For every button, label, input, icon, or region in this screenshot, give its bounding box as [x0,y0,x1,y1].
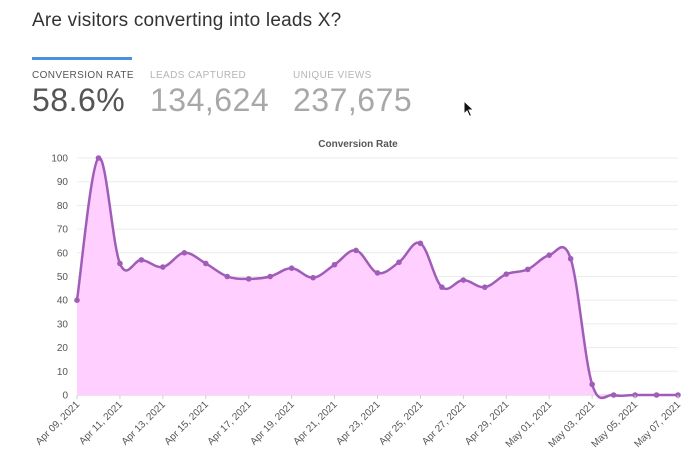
data-point[interactable] [267,273,273,280]
x-tick-label: Apr 19, 2021 [248,399,297,448]
y-tick-label: 10 [57,367,69,378]
y-tick-label: 50 [57,272,69,283]
data-point[interactable] [160,264,166,270]
metric-label: UNIQUE VIEWS [293,70,372,81]
x-tick-label: Apr 15, 2021 [163,399,212,448]
data-point[interactable] [524,266,531,273]
data-point[interactable] [202,260,209,267]
metric-leads-captured[interactable]: LEADS CAPTURED 134,624 [150,70,269,119]
mouse-pointer-icon [463,100,475,118]
x-tick-label: Apr 09, 2021 [34,399,83,448]
y-axis: 0 10 20 30 40 50 60 70 80 90 100 [51,154,68,402]
y-tick-label: 0 [62,391,68,402]
data-point[interactable] [546,252,553,258]
x-tick-label: Apr 23, 2021 [334,399,383,448]
x-tick-label: May 07, 2021 [632,399,683,450]
y-tick-label: 70 [57,225,69,236]
metric-value: 134,624 [150,82,270,118]
data-point[interactable] [353,247,359,254]
series-area [75,156,678,400]
page-title: Are visitors converting into leads X? [32,10,342,31]
metric-label: CONVERSION RATE [32,70,134,81]
chart-title: Conversion Rate [318,139,398,150]
data-point[interactable] [224,273,231,280]
x-tick-label: Apr 13, 2021 [120,399,169,448]
x-tick-label: Apr 11, 2021 [77,399,125,447]
data-point[interactable] [653,392,660,398]
data-point[interactable] [460,277,467,283]
y-tick-label: 100 [51,154,68,165]
data-point[interactable] [503,271,510,277]
data-point[interactable] [288,265,295,272]
y-tick-label: 80 [57,201,69,212]
data-point[interactable] [417,240,424,247]
data-point[interactable] [482,284,488,290]
data-point[interactable] [374,270,381,276]
x-tick-label: Apr 21, 2021 [291,399,340,448]
x-tick-label: Apr 27, 2021 [420,399,469,448]
y-tick-label: 20 [57,343,69,354]
x-tick-label: Apr 17, 2021 [206,399,255,448]
data-point[interactable] [567,255,574,262]
y-tick-label: 40 [57,296,69,307]
data-point[interactable] [245,276,252,282]
data-point[interactable] [95,155,102,161]
data-point[interactable] [396,259,402,266]
metric-value: 58.6% [32,82,126,118]
data-point[interactable] [181,250,188,256]
y-tick-label: 30 [57,319,69,330]
data-point[interactable] [117,260,123,267]
data-point[interactable] [331,261,338,268]
data-point[interactable] [589,381,595,388]
y-tick-label: 60 [57,248,69,259]
x-tick-label: Apr 25, 2021 [377,399,426,448]
data-point[interactable] [310,274,316,281]
data-point[interactable] [138,257,145,263]
active-tab-indicator [32,57,132,60]
metric-label: LEADS CAPTURED [150,70,247,81]
data-point[interactable] [439,284,445,290]
series-area-fill [77,157,678,398]
metric-conversion-rate[interactable]: CONVERSION RATE 58.6% [32,70,134,119]
metric-unique-views[interactable]: UNIQUE VIEWS 237,675 [293,70,412,119]
data-point[interactable] [74,297,80,304]
metric-value: 237,675 [293,82,413,118]
data-point[interactable] [610,392,617,398]
y-tick-label: 90 [57,177,69,188]
